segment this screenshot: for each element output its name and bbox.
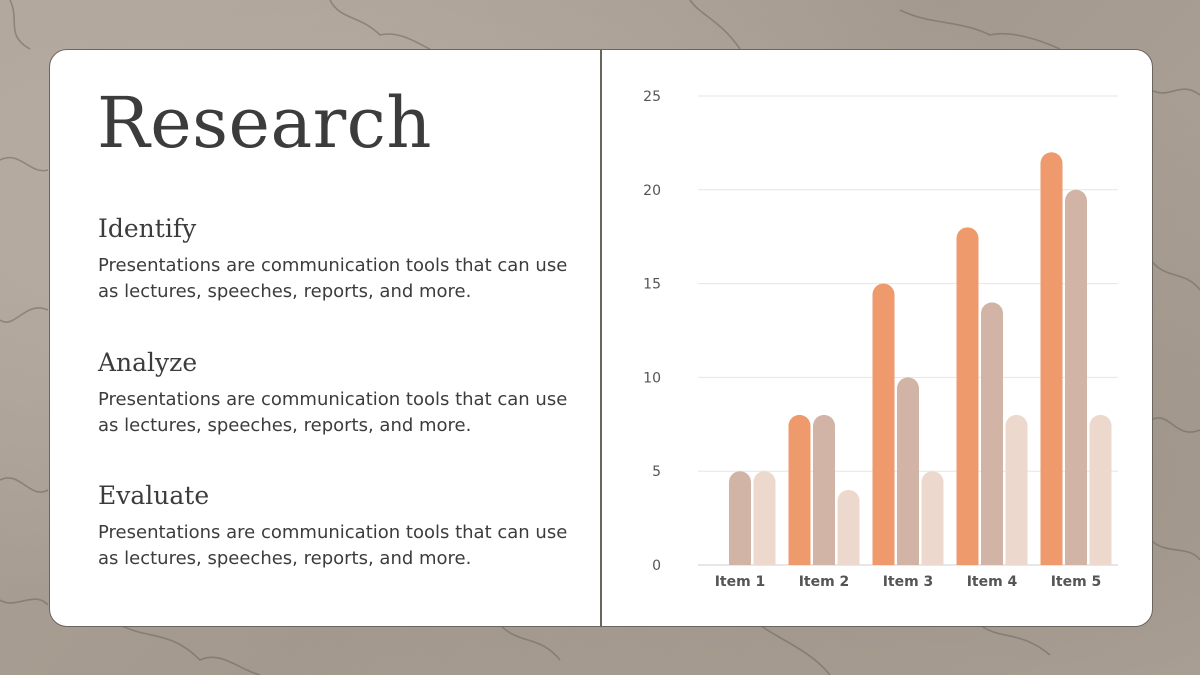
- bar-series3-5: [1089, 414, 1112, 565]
- bar-series1-4: [956, 227, 979, 565]
- y-tick-label: 5: [652, 464, 661, 480]
- bar-series3-3: [921, 471, 944, 565]
- bar-series1-3: [872, 283, 895, 565]
- content-card: Research Identify Presentations are comm…: [49, 49, 1153, 627]
- x-tick-label: Item 4: [967, 574, 1018, 590]
- bar-series3-2: [837, 489, 860, 565]
- bar-series2-5: [1065, 189, 1087, 566]
- section-heading: Analyze: [98, 348, 198, 377]
- bar-series2-4: [981, 302, 1003, 565]
- bar-series1-5: [1040, 152, 1063, 565]
- section-heading: Identify: [98, 214, 197, 243]
- bar-series1-2: [788, 414, 811, 565]
- y-tick-label: 0: [652, 558, 661, 574]
- section-evaluate: Evaluate Presentations are communication…: [98, 481, 578, 572]
- section-heading: Evaluate: [98, 481, 210, 510]
- y-tick-label: 25: [643, 89, 661, 105]
- bar-series3-1: [753, 471, 776, 565]
- bar-series2-3: [897, 377, 919, 565]
- section-body: Presentations are communication tools th…: [98, 389, 568, 436]
- vertical-divider: [600, 50, 602, 626]
- bar-series2-2: [813, 414, 835, 565]
- bar-series2-1: [729, 471, 751, 565]
- x-tick-label: Item 2: [799, 574, 850, 590]
- x-tick-label: Item 5: [1051, 574, 1102, 590]
- x-tick-label: Item 3: [883, 574, 934, 590]
- bar-series3-4: [1005, 414, 1028, 565]
- section-analyze: Analyze Presentations are communication …: [98, 348, 578, 439]
- y-tick-label: 20: [643, 183, 661, 199]
- section-body: Presentations are communication tools th…: [98, 522, 568, 569]
- y-tick-label: 15: [643, 277, 661, 293]
- x-tick-label: Item 1: [715, 574, 766, 590]
- section-body: Presentations are communication tools th…: [98, 255, 568, 302]
- section-identify: Identify Presentations are communication…: [98, 214, 578, 305]
- bar-chart: 0 5 10 15 20 25 Item 1 Item 2 Item 3 Item 4 Item 5: [643, 89, 1118, 590]
- y-tick-label: 10: [643, 370, 661, 386]
- slide-title: Research: [97, 82, 432, 164]
